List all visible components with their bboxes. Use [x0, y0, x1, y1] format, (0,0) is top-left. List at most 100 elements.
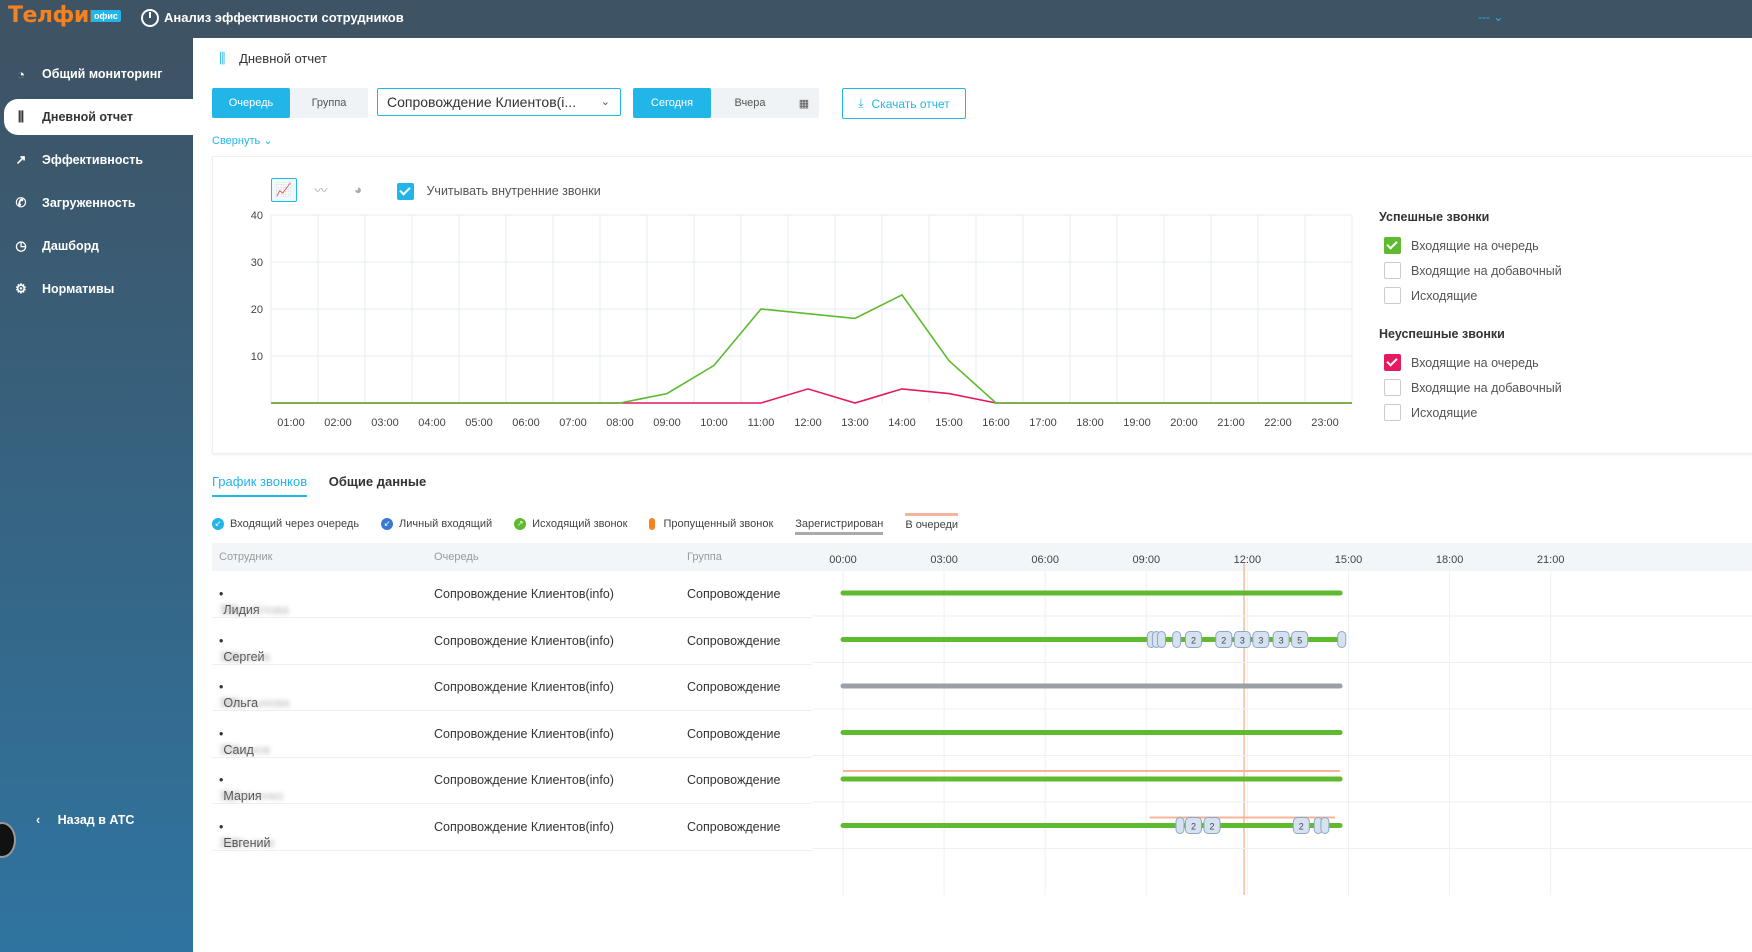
sidebar-item-label: Дашборд [42, 239, 99, 253]
today-button[interactable]: Сегодня [633, 88, 711, 118]
x-tick-label: 11:00 [748, 417, 775, 429]
x-tick-label: 03:00 [371, 417, 399, 429]
y-tick-label: 10 [251, 351, 263, 363]
call-type-legend: ↙ Входящий через очередь ↙ Личный входящий… [212, 512, 980, 535]
dashboard-icon: ◷ [15, 238, 27, 253]
phone-icon: ✆ [15, 195, 27, 210]
area-chart-type-icon[interactable]: 〰 [314, 182, 328, 198]
call-marker [1175, 817, 1185, 834]
employee-cell: 233 • Евгений Копылов [219, 819, 275, 850]
logo-badge: офис [91, 10, 121, 22]
call-marker [1156, 631, 1166, 648]
employee-name: Ольга [223, 696, 259, 710]
call-marker [1337, 631, 1347, 648]
download-report-button[interactable]: ⤓ Скачать отчет [842, 88, 966, 119]
sidebar-item-load[interactable]: ✆ Загруженность [0, 185, 193, 221]
employee-ext: 301 [219, 603, 240, 617]
group-cell: Сопровождение [687, 726, 781, 741]
line-chart-type-icon[interactable]: 📈 [271, 178, 297, 202]
legend-success-extension[interactable]: Входящие на добавочный [1379, 258, 1562, 283]
collapse-link[interactable]: Свернуть ⌄ [212, 135, 273, 147]
call-badge-count: 2 [1191, 636, 1196, 646]
logo: Телфин [8, 3, 104, 28]
legend-outgoing: ↗ Исходящий звонок [514, 517, 627, 530]
x-tick-label: 16:00 [982, 417, 1010, 429]
tab-general-data[interactable]: Общие данные [328, 474, 427, 489]
yesterday-button[interactable]: Вчера [734, 97, 766, 109]
x-tick-label: 08:00 [606, 417, 634, 429]
table-row[interactable]: 305 • Ольга Мартынова Сопровождение Клиен… [212, 664, 812, 711]
call-badge-count: 3 [1279, 636, 1284, 646]
mode-group-button[interactable]: Группа [311, 97, 347, 109]
legend-success-queue[interactable]: Входящие на очередь [1379, 233, 1562, 258]
legend-fail-queue[interactable]: Входящие на очередь [1379, 350, 1562, 375]
timeline-tick-label: 06:00 [1031, 554, 1059, 566]
call-badge [1233, 631, 1251, 648]
x-tick-label: 06:00 [512, 417, 540, 429]
success-legend: Успешные звонки Входящие на очередь Вход… [1379, 210, 1562, 308]
x-tick-label: 17:00 [1029, 417, 1057, 429]
sidebar-item-dashboard[interactable]: ◷ Дашборд [0, 228, 193, 264]
internal-calls-checkbox[interactable] [397, 183, 414, 200]
x-tick-label: 02:00 [324, 417, 352, 429]
floating-widget[interactable] [0, 822, 16, 858]
series-line [271, 388, 1352, 404]
employee-ext: 305 [219, 696, 240, 710]
x-tick-label: 23:00 [1311, 417, 1339, 429]
table-row[interactable]: 307 • Мария Кравченко Сопровождение Клиен… [212, 757, 812, 804]
call-badge-count: 3 [1240, 636, 1245, 646]
call-badge [1292, 817, 1310, 834]
employee-name: Сергей [223, 649, 265, 664]
mode-queue-button[interactable]: Очередь [212, 88, 290, 118]
call-badge-count: 5 [1297, 636, 1302, 646]
call-badge-count: 2 [1210, 822, 1215, 832]
queue-select[interactable]: Сопровождение Клиентов(i... ⌄ [377, 88, 621, 116]
download-icon: ⤓ [858, 96, 864, 110]
tab-call-schedule[interactable]: График звонков [212, 474, 308, 497]
legend-queue-incoming: ↙ Входящий через очередь [212, 517, 359, 530]
call-badge-count: 2 [1191, 822, 1196, 832]
column-queue: Очередь [434, 551, 479, 563]
call-badge [1272, 631, 1290, 648]
x-tick-label: 13:00 [841, 417, 869, 429]
call-marker [1320, 817, 1330, 834]
sidebar-item-daily-report[interactable]: ⫼ Дневной отчет [4, 99, 193, 135]
group-cell: Сопровождение [687, 819, 781, 834]
mode-switch: Очередь Группа [212, 88, 368, 118]
sidebar-item-efficiency[interactable]: ↗ Эффективность [0, 142, 193, 178]
timeline-tick-label: 15:00 [1335, 554, 1363, 566]
sidebar-item-label: Эффективность [42, 153, 144, 167]
x-tick-label: 21:00 [1217, 417, 1245, 429]
app-title: Анализ эффективности сотрудников [164, 10, 404, 25]
call-badge [1203, 817, 1221, 834]
sidebar-item-label: Загруженность [42, 196, 136, 210]
employee-cell: 304 • Сергей Шумаев [219, 633, 271, 664]
legend-success-outgoing[interactable]: Исходящие [1379, 283, 1562, 308]
legend-fail-extension[interactable]: Входящие на добавочный [1379, 375, 1562, 400]
queue-cell: Сопровождение Клиентов(info) [434, 587, 614, 601]
employee-name: Мария [223, 789, 262, 803]
sidebar-item-norms[interactable]: ⚙ Нормативы [0, 271, 193, 307]
legend-fail-outgoing[interactable]: Исходящие [1379, 400, 1562, 425]
y-tick-label: 40 [251, 210, 263, 222]
group-cell: Сопровождение [687, 773, 781, 787]
table-row[interactable]: 306 • Саид Гасанов Сопровождение Клиентов… [212, 711, 812, 758]
calendar-icon[interactable]: ▦ [798, 97, 810, 110]
x-tick-label: 10:00 [700, 417, 728, 429]
back-to-pbx-link[interactable]: ‹ Назад в АТС [36, 813, 135, 827]
employee-ext: 304 [219, 649, 240, 664]
legend-registered: Зарегистрирован [795, 518, 884, 535]
sidebar-item-monitoring[interactable]: ◔ Общий мониторинг [0, 56, 193, 92]
internal-calls-option[interactable]: Учитывать внутренние звонки [397, 183, 601, 200]
table-row[interactable]: 301 • Лидия Михайлова Сопровождение Клиен… [212, 571, 812, 618]
settings-icon: ⚙ [15, 281, 27, 296]
personal-call-icon: ↙ [381, 517, 394, 530]
table-row[interactable]: 304 • Сергей Шумаев Сопровождение Клиенто… [212, 618, 812, 665]
user-menu[interactable]: --- ⌄ [1478, 10, 1504, 24]
x-tick-label: 01:00 [277, 417, 305, 429]
pie-chart-type-icon[interactable]: ◕ [354, 181, 362, 197]
call-badge [1252, 631, 1270, 648]
x-tick-label: 12:00 [794, 417, 822, 429]
table-row[interactable]: 233 • Евгений Копылов Сопровождение Клиен… [212, 804, 812, 851]
queue-cell: Сопровождение Клиентов(info) [434, 680, 614, 694]
